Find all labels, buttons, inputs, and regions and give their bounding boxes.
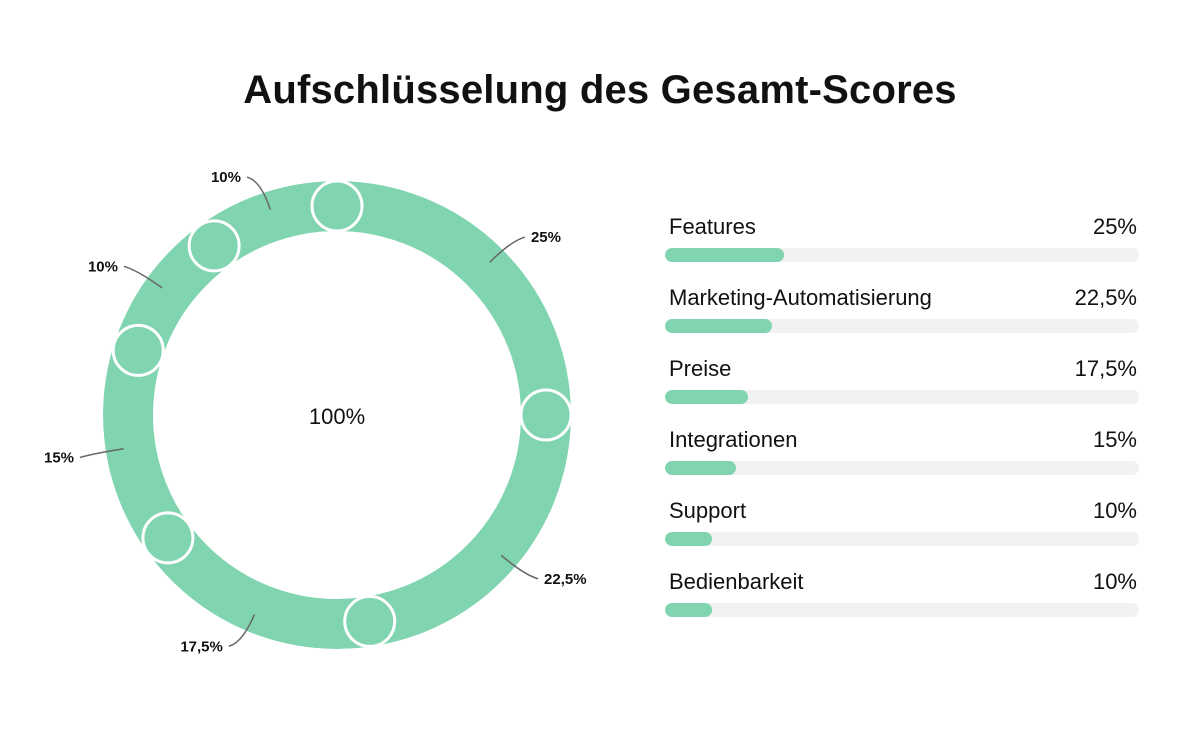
legend-row: Preise 17,5% [665, 352, 1139, 423]
leader-line [246, 176, 271, 210]
legend-row: Integrationen 15% [665, 423, 1139, 494]
donut-chart: 25% 22,5% 17,5% 15% 10% 10% 100% [43, 169, 587, 661]
legend-bar-track [665, 532, 1139, 546]
slice-label: 22,5% [544, 571, 587, 588]
legend-row: Marketing-Automatisierung 22,5% [665, 281, 1139, 352]
legend-bar-fill [665, 248, 784, 262]
legend-value: 22,5% [1074, 285, 1137, 310]
legend-label: Integrationen [669, 427, 798, 452]
legend-label: Preise [669, 356, 732, 381]
legend-bar-fill [665, 390, 748, 404]
legend-value: 10% [1092, 569, 1137, 594]
legend-bar-track [665, 390, 1139, 404]
legend-row: Bedienbarkeit 10% [665, 565, 1139, 636]
donut-segment-cap [111, 323, 165, 377]
legend-bar-track [665, 319, 1139, 333]
donut-segment-cap [187, 219, 241, 273]
leader-line [228, 614, 256, 647]
legend-row: Features 25% [665, 210, 1139, 281]
legend-value: 15% [1092, 427, 1137, 452]
legend-label: Features [669, 214, 756, 239]
leader-line [489, 236, 526, 263]
legend-row: Support 10% [665, 494, 1139, 565]
legend-label: Bedienbarkeit [669, 569, 804, 594]
slice-label: 15% [44, 449, 74, 466]
legend-bar-fill [665, 603, 713, 617]
donut-outer-trim [91, 169, 583, 661]
donut-segment-cap [343, 594, 397, 648]
legend-bar-fill [665, 461, 737, 475]
legend-label: Marketing-Automatisierung [669, 285, 932, 310]
slice-label: 25% [531, 229, 561, 246]
slice-label: 17,5% [180, 638, 223, 655]
slice-label: 10% [88, 258, 118, 275]
center-label: 100% [309, 404, 365, 429]
legend-bar-track [665, 248, 1139, 262]
donut-hole [155, 233, 519, 597]
leader-line [79, 448, 124, 459]
leader-line [500, 554, 539, 580]
slice-label: 10% [211, 169, 241, 186]
legend-value: 17,5% [1074, 356, 1137, 381]
leader-line [123, 265, 163, 289]
legend-value: 10% [1092, 498, 1137, 523]
legend-bar-fill [665, 532, 713, 546]
legend-label: Support [669, 498, 747, 523]
donut-segment-cap [141, 511, 195, 565]
legend-value: 25% [1092, 214, 1137, 239]
legend-bar-track [665, 461, 1139, 475]
legend-bar-track [665, 603, 1139, 617]
legend-bar-fill [665, 319, 772, 333]
chart-title: Aufschlüsselung des Gesamt-Scores [243, 68, 957, 112]
legend: Features 25% Marketing-Automatisierung 22,5… [665, 210, 1139, 636]
